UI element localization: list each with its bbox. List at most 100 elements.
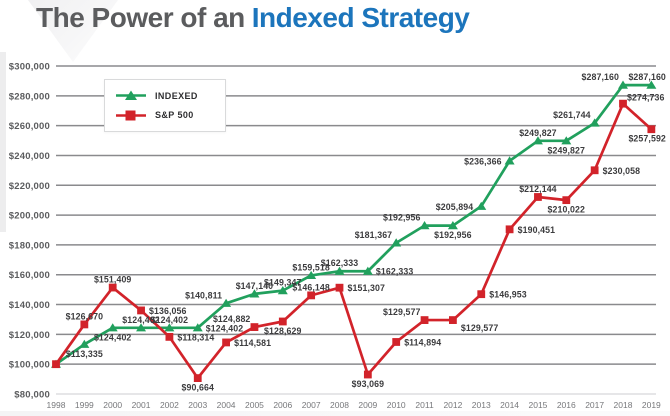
sp500-data-label: $274,736 (627, 93, 665, 103)
legend-label-sp500: S&P 500 (155, 110, 194, 121)
legend-item-indexed: INDEXED (115, 89, 215, 102)
y-axis-label: $200,000 (9, 211, 50, 222)
indexed-marker (391, 238, 402, 247)
sp500-data-label: $257,592 (628, 134, 666, 144)
indexed-data-label: $261,744 (553, 110, 591, 120)
sp500-marker (449, 316, 457, 324)
sp500-data-label: $126,670 (66, 311, 104, 321)
indexed-marker (192, 323, 203, 332)
sp500-data-label: $230,058 (603, 166, 641, 176)
x-axis-label: 2001 (132, 400, 151, 410)
indexed-marker (476, 201, 487, 210)
x-axis-label: 2007 (302, 400, 321, 410)
indexed-marker (447, 220, 458, 230)
indexed-data-label: $124,402 (122, 315, 160, 325)
sp500-data-label: $93,069 (352, 379, 385, 389)
sp500-data-label: $90,664 (182, 383, 215, 393)
indexed-data-label: $249,827 (519, 128, 557, 138)
indexed-data-label: $113,335 (66, 349, 103, 359)
indexed-marker (164, 323, 175, 332)
sp500-marker (477, 290, 486, 299)
indexed-marker (79, 339, 90, 348)
indexed-data-label: $236,366 (464, 156, 502, 166)
indexed-line (55, 83, 652, 366)
y-axis-label: $260,000 (9, 121, 50, 132)
sp500-data-label: $212,144 (519, 184, 557, 194)
indexed-marker (532, 136, 543, 145)
x-axis-label: 1998 (47, 400, 66, 410)
sp500-marker (193, 374, 202, 383)
x-axis-label: 2015 (528, 400, 547, 410)
triangle-marker-icon (116, 90, 146, 101)
indexed-marker (221, 298, 232, 307)
x-axis-label: 2000 (103, 400, 122, 410)
chart-legend: INDEXED S&P 500 (104, 79, 226, 132)
sp500-marker (420, 316, 429, 324)
sp500-marker (278, 317, 287, 326)
x-axis-label: 2018 (614, 400, 633, 410)
indexed-data-label: $181,367 (355, 230, 393, 240)
sp500-marker (363, 370, 372, 379)
sp500-data-label: $210,022 (548, 205, 586, 215)
sp500-data-label: $146,953 (489, 290, 527, 300)
x-axis-label: 2011 (415, 400, 434, 410)
indexed-data-label: $162,333 (321, 258, 359, 268)
indexed-marker (334, 266, 345, 275)
legend-square-sp500 (125, 110, 136, 121)
page-title: The Power of an Indexed Strategy (36, 2, 470, 34)
title-prefix: The Power of an (36, 2, 245, 33)
x-axis-label: 2005 (245, 400, 264, 410)
y-axis-label: $120,000 (9, 330, 50, 341)
sp500-data-label: $118,314 (177, 332, 214, 342)
title-highlight: Indexed Strategy (251, 2, 470, 33)
sp500-data-label: $146,148 (292, 282, 330, 292)
sp500-data-label: $129,577 (461, 323, 499, 333)
sp500-marker (137, 306, 145, 315)
sp500-marker (108, 283, 117, 292)
indexed-marker (419, 220, 430, 230)
sp500-marker (80, 320, 89, 329)
x-axis-label: 2012 (443, 400, 462, 410)
x-axis-label: 2009 (358, 400, 377, 410)
indexed-marker (277, 286, 288, 295)
x-axis-label: 2013 (472, 400, 491, 410)
sp500-marker (505, 225, 514, 234)
x-axis-label: 2010 (387, 400, 406, 410)
x-axis-label: 2004 (217, 400, 236, 410)
indexed-marker (504, 156, 515, 165)
sp500-data-label: $124,882 (213, 314, 251, 324)
sp500-data-label: $190,451 (518, 225, 556, 235)
sp500-line (54, 102, 653, 380)
x-axis-label: 2014 (500, 400, 519, 410)
indexed-marker (107, 323, 118, 332)
indexed-data-label: $140,811 (185, 290, 222, 300)
sp500-data-label: $114,894 (404, 337, 441, 347)
indexed-data-label: $149,347 (264, 278, 302, 288)
sp500-marker (250, 323, 259, 331)
sp500-data-label: $129,577 (383, 307, 421, 317)
sp500-marker (392, 338, 401, 346)
sp500-data-label: $128,629 (264, 326, 302, 336)
sp500-marker (534, 193, 542, 201)
indexed-data-label: $124,402 (206, 323, 244, 333)
indexed-data-label: $287,160 (628, 72, 666, 82)
sp500-marker (307, 291, 316, 300)
square-marker-icon (116, 110, 146, 121)
sp500-marker (619, 99, 627, 108)
indexed-data-label: $124,402 (151, 315, 189, 325)
sp500-marker (590, 166, 599, 175)
indexed-marker (589, 118, 600, 127)
indexed-data-label: $192,956 (383, 213, 421, 223)
y-axis-label: $140,000 (9, 300, 50, 311)
legend-item-sp500: S&P 500 (115, 109, 215, 122)
indexed-marker (136, 323, 147, 332)
x-axis-label: 2008 (330, 400, 349, 410)
x-axis-label: 2006 (273, 400, 292, 410)
y-axis-label: $180,000 (9, 240, 50, 251)
indexed-data-label: $249,827 (548, 145, 586, 155)
y-axis-label: $300,000 (9, 62, 50, 73)
x-axis-label: 2002 (160, 400, 179, 410)
sp500-data-label: $114,581 (234, 338, 271, 348)
x-axis-label: 1999 (75, 400, 94, 410)
